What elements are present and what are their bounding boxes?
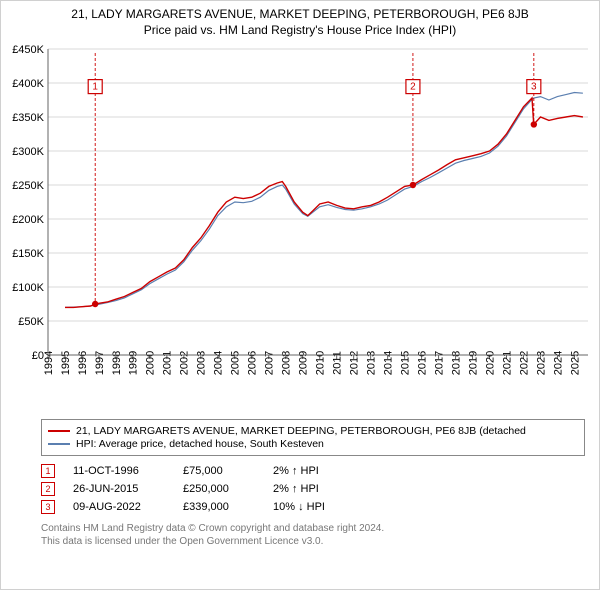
chart-area: £0£50K£100K£150K£200K£250K£300K£350K£400… [6,43,596,413]
svg-text:2021: 2021 [501,351,513,375]
event-list: 1 11-OCT-1996£75,0002% ↑ HPI 2 26-JUN-2015£… [41,464,585,514]
svg-text:1998: 1998 [111,351,123,375]
event-date: 11-OCT-1996 [73,465,183,477]
svg-text:1995: 1995 [60,351,72,375]
event-marker-box: 3 [41,500,55,514]
event-price: £250,000 [183,483,273,495]
svg-text:£50K: £50K [18,316,44,328]
event-date: 09-AUG-2022 [73,501,183,513]
svg-text:1997: 1997 [94,351,106,375]
event-diff: 10% ↓ HPI [273,501,383,513]
svg-text:2: 2 [410,82,416,93]
legend-item: 21, LADY MARGARETS AVENUE, MARKET DEEPIN… [48,425,578,437]
svg-text:2006: 2006 [247,351,259,375]
svg-text:2004: 2004 [213,351,225,375]
svg-text:2019: 2019 [467,351,479,375]
event-date: 26-JUN-2015 [73,483,183,495]
svg-text:2015: 2015 [399,351,411,375]
event-price: £339,000 [183,501,273,513]
svg-text:£450K: £450K [12,44,44,56]
svg-text:1994: 1994 [43,351,55,375]
svg-text:2009: 2009 [298,351,310,375]
svg-text:2002: 2002 [179,351,191,375]
svg-text:2014: 2014 [382,351,394,375]
svg-text:2020: 2020 [484,351,496,375]
svg-text:2023: 2023 [535,351,547,375]
event-diff: 2% ↑ HPI [273,483,383,495]
svg-text:2007: 2007 [264,351,276,375]
svg-text:£250K: £250K [12,180,44,192]
svg-text:2003: 2003 [196,351,208,375]
svg-text:2022: 2022 [518,351,530,375]
event-price: £75,000 [183,465,273,477]
attribution: Contains HM Land Registry data © Crown c… [41,522,585,548]
attribution-line1: Contains HM Land Registry data © Crown c… [41,522,585,535]
title-subtitle: Price paid vs. HM Land Registry's House … [5,23,595,37]
svg-text:£400K: £400K [12,78,44,90]
event-row: 1 11-OCT-1996£75,0002% ↑ HPI [41,464,585,478]
svg-text:1996: 1996 [77,351,89,375]
svg-text:£300K: £300K [12,146,44,158]
event-marker-box: 2 [41,482,55,496]
attribution-line2: This data is licensed under the Open Gov… [41,535,585,548]
svg-text:2000: 2000 [145,351,157,375]
svg-text:2013: 2013 [365,351,377,375]
svg-text:1: 1 [92,82,98,93]
legend-swatch [48,443,70,445]
legend-swatch [48,430,70,432]
event-diff: 2% ↑ HPI [273,465,383,477]
svg-text:2008: 2008 [281,351,293,375]
svg-text:£350K: £350K [12,112,44,124]
legend-label: HPI: Average price, detached house, Sout… [76,438,324,450]
svg-text:2025: 2025 [569,351,581,375]
svg-text:2016: 2016 [416,351,428,375]
event-marker-box: 1 [41,464,55,478]
event-row: 3 09-AUG-2022£339,00010% ↓ HPI [41,500,585,514]
svg-text:1999: 1999 [128,351,140,375]
svg-text:2010: 2010 [315,351,327,375]
svg-text:2017: 2017 [433,351,445,375]
title-address: 21, LADY MARGARETS AVENUE, MARKET DEEPIN… [5,7,595,21]
svg-text:3: 3 [531,82,537,93]
svg-text:2018: 2018 [450,351,462,375]
chart-title-block: 21, LADY MARGARETS AVENUE, MARKET DEEPIN… [1,1,599,39]
legend-item: HPI: Average price, detached house, Sout… [48,438,578,450]
line-chart: £0£50K£100K£150K£200K£250K£300K£350K£400… [6,43,596,413]
svg-text:£100K: £100K [12,282,44,294]
event-row: 2 26-JUN-2015£250,0002% ↑ HPI [41,482,585,496]
svg-text:£150K: £150K [12,248,44,260]
legend: 21, LADY MARGARETS AVENUE, MARKET DEEPIN… [41,419,585,456]
svg-text:£200K: £200K [12,214,44,226]
svg-text:2005: 2005 [230,351,242,375]
svg-text:2012: 2012 [349,351,361,375]
legend-label: 21, LADY MARGARETS AVENUE, MARKET DEEPIN… [76,425,526,437]
svg-text:2024: 2024 [552,351,564,375]
svg-text:2001: 2001 [162,351,174,375]
